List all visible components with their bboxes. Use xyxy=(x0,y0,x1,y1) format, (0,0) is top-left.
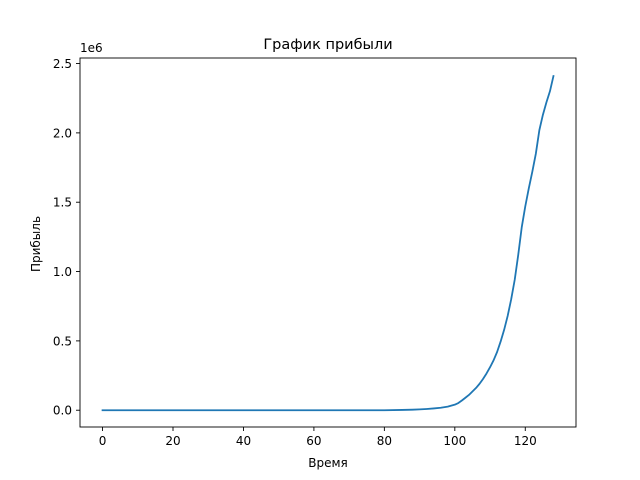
x-tick-label: 100 xyxy=(443,434,466,448)
y-tick-label: 1.0 xyxy=(53,265,72,279)
x-tick-label: 0 xyxy=(99,434,107,448)
y-axis-label: Прибыль xyxy=(29,216,43,272)
y-tick-label: 0.5 xyxy=(53,334,72,348)
plot-frame xyxy=(79,57,577,428)
y-tick-label: 1.5 xyxy=(53,196,72,210)
y-tick-label: 2.0 xyxy=(53,126,72,140)
x-axis-label: Время xyxy=(308,456,348,470)
y-offset-text: 1e6 xyxy=(80,41,103,55)
x-tick-label: 20 xyxy=(165,434,180,448)
y-tick-label: 0.0 xyxy=(53,404,72,418)
x-tick-label: 80 xyxy=(377,434,392,448)
chart-title: График прибыли xyxy=(263,37,392,53)
y-tick-label: 2.5 xyxy=(53,57,72,71)
x-tick-label: 60 xyxy=(306,434,321,448)
x-tick-label: 40 xyxy=(236,434,251,448)
plot-area: 0 20 40 60 80 100 120 0.0 0.5 1.0 1.5 2.0 2.5 xyxy=(53,57,577,448)
series-line-0 xyxy=(101,74,555,412)
x-tick-label: 120 xyxy=(514,434,537,448)
